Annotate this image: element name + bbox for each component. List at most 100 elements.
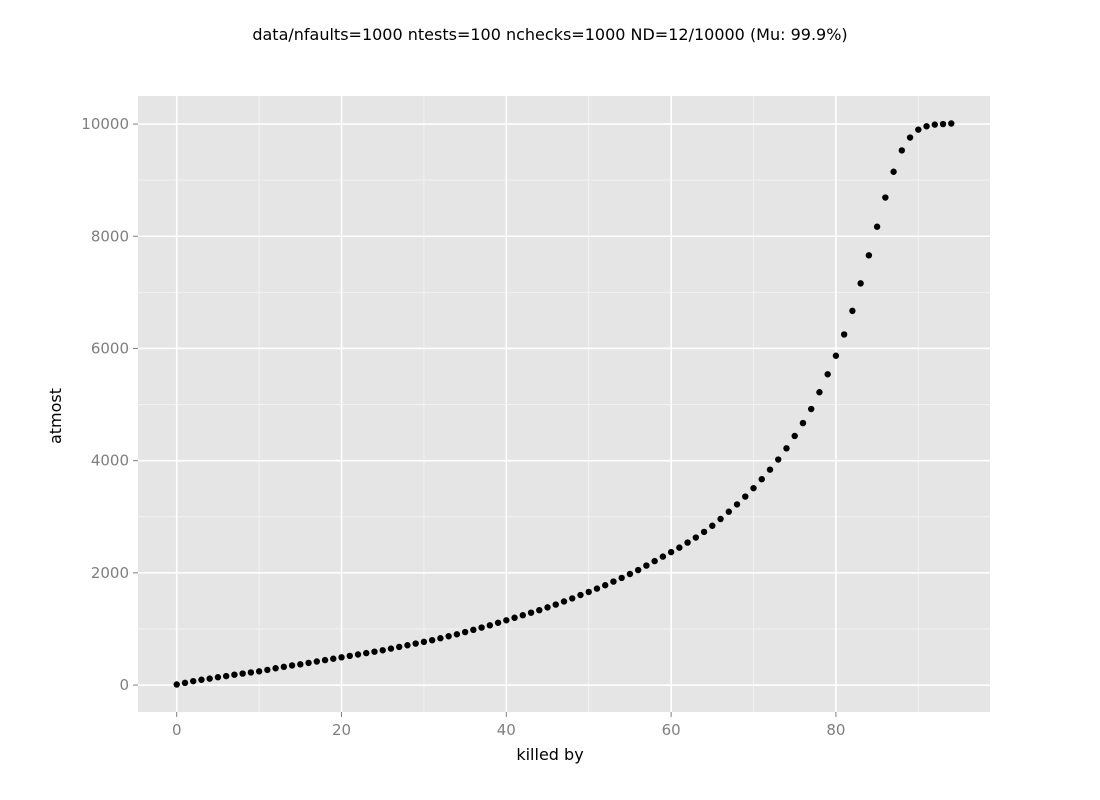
data-point <box>404 642 411 649</box>
data-point <box>832 352 840 359</box>
chart-title: data/nfaults=1000 ntests=100 nchecks=100… <box>252 25 847 44</box>
data-point <box>470 626 477 634</box>
data-point <box>939 120 947 128</box>
data-point <box>321 656 329 664</box>
data-point <box>190 677 197 685</box>
data-point <box>371 648 378 655</box>
data-point <box>906 134 914 141</box>
data-point <box>354 651 362 658</box>
data-point <box>923 123 930 130</box>
data-point <box>288 662 296 669</box>
data-point <box>527 609 535 616</box>
data-point <box>667 548 675 556</box>
data-point <box>239 670 246 677</box>
data-point <box>618 574 625 582</box>
y-axis-ticks: 0 2000 4000 6000 8000 10000 <box>81 115 138 694</box>
data-point <box>313 658 321 665</box>
data-point <box>486 622 494 629</box>
data-point <box>585 588 592 596</box>
data-point <box>346 652 353 660</box>
data-point <box>560 598 568 605</box>
data-point <box>305 659 312 667</box>
data-point <box>387 645 395 652</box>
data-point <box>247 669 255 676</box>
data-point <box>569 595 576 602</box>
data-point <box>198 676 205 683</box>
data-point <box>503 617 510 624</box>
data-point <box>824 371 831 378</box>
data-point <box>379 647 386 654</box>
data-point <box>272 665 279 672</box>
minor-gridlines <box>138 96 990 712</box>
data-point <box>783 445 790 452</box>
data-point <box>453 631 461 638</box>
data-point <box>396 643 403 651</box>
data-point <box>775 456 782 463</box>
data-point <box>412 640 419 647</box>
data-point <box>264 666 271 674</box>
y-tick-label: 0 <box>119 676 129 694</box>
data-point <box>338 654 345 661</box>
data-point <box>692 534 700 541</box>
data-point <box>280 663 288 671</box>
data-point <box>437 635 444 642</box>
data-point <box>643 562 650 569</box>
data-point <box>420 638 428 646</box>
y-tick-label: 6000 <box>91 339 129 357</box>
data-point <box>511 614 518 621</box>
data-point <box>214 674 222 681</box>
data-point <box>890 168 897 175</box>
data-point <box>807 405 815 413</box>
x-tick-label: 60 <box>662 721 681 739</box>
data-point <box>634 566 642 574</box>
data-point <box>231 671 238 678</box>
data-point <box>461 628 469 636</box>
x-tick-label: 0 <box>172 721 182 739</box>
data-point <box>552 601 559 608</box>
data-point <box>700 528 708 536</box>
data-point <box>601 582 609 589</box>
data-points <box>173 120 955 688</box>
y-tick-label: 4000 <box>91 452 129 470</box>
data-point <box>297 661 304 668</box>
data-point <box>494 619 502 626</box>
data-point <box>610 578 617 585</box>
data-point <box>857 280 864 287</box>
data-point <box>733 501 741 508</box>
data-point <box>593 585 601 592</box>
data-point <box>709 522 716 529</box>
data-point <box>816 389 823 396</box>
x-axis-label: killed by <box>516 745 583 764</box>
y-tick-label: 10000 <box>81 115 129 133</box>
data-point <box>659 553 667 560</box>
data-point <box>742 493 749 500</box>
data-point <box>428 636 436 644</box>
x-tick-label: 20 <box>332 721 351 739</box>
data-point <box>363 649 370 657</box>
y-axis-label: atmost <box>46 388 65 444</box>
data-point <box>725 508 732 515</box>
data-point <box>931 121 938 128</box>
plot-panel <box>138 96 990 712</box>
data-point <box>181 679 189 687</box>
data-point <box>222 672 230 680</box>
data-point <box>651 557 658 565</box>
data-point <box>873 223 881 230</box>
y-tick-label: 2000 <box>91 564 129 582</box>
data-point <box>758 475 765 483</box>
data-point <box>676 544 683 551</box>
data-point <box>684 539 691 546</box>
x-tick-label: 40 <box>497 721 516 739</box>
data-point <box>478 624 485 631</box>
data-point <box>948 120 955 127</box>
data-point <box>840 331 848 338</box>
data-point <box>330 655 337 662</box>
data-point <box>750 484 757 492</box>
data-point <box>536 606 543 614</box>
major-gridlines <box>138 96 990 712</box>
data-point <box>791 432 798 440</box>
data-point <box>766 466 774 473</box>
data-point <box>898 147 906 154</box>
data-point <box>849 307 856 315</box>
